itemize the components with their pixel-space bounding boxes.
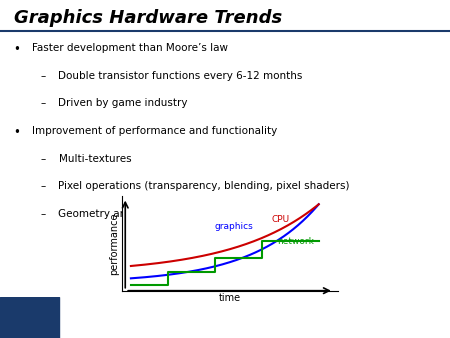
Text: Double transistor functions every 6-12 months: Double transistor functions every 6-12 m… <box>58 71 303 81</box>
Text: –: – <box>40 182 46 191</box>
Text: Interactive Visualization of Volumetric Data on Consumer PC Hardware
Introductio: Interactive Visualization of Volumetric … <box>63 312 310 324</box>
Text: network: network <box>277 237 314 246</box>
Text: –: – <box>40 154 46 164</box>
Text: Improvement of performance and functionality: Improvement of performance and functiona… <box>32 126 277 136</box>
X-axis label: time: time <box>218 293 241 304</box>
Text: Daniel Weiskopf: Daniel Weiskopf <box>351 313 419 322</box>
Text: –: – <box>40 98 46 108</box>
Text: Driven by game industry: Driven by game industry <box>58 98 188 108</box>
Text: Multi-textures: Multi-textures <box>58 154 131 164</box>
Text: •: • <box>14 126 20 139</box>
Bar <box>0 297 58 338</box>
Text: •: • <box>14 43 20 56</box>
Y-axis label: performance: performance <box>109 212 119 274</box>
Text: –: – <box>40 209 46 219</box>
Text: CPU: CPU <box>272 215 290 224</box>
Text: graphics: graphics <box>215 222 253 231</box>
Text: –: – <box>40 71 46 81</box>
Text: Geometry and lighting modifications (vertex shaders): Geometry and lighting modifications (ver… <box>58 209 339 219</box>
Text: Faster development than Moore’s law: Faster development than Moore’s law <box>32 43 228 53</box>
Text: Graphics Hardware Trends: Graphics Hardware Trends <box>14 9 282 27</box>
Text: Pixel operations (transparency, blending, pixel shaders): Pixel operations (transparency, blending… <box>58 182 350 191</box>
